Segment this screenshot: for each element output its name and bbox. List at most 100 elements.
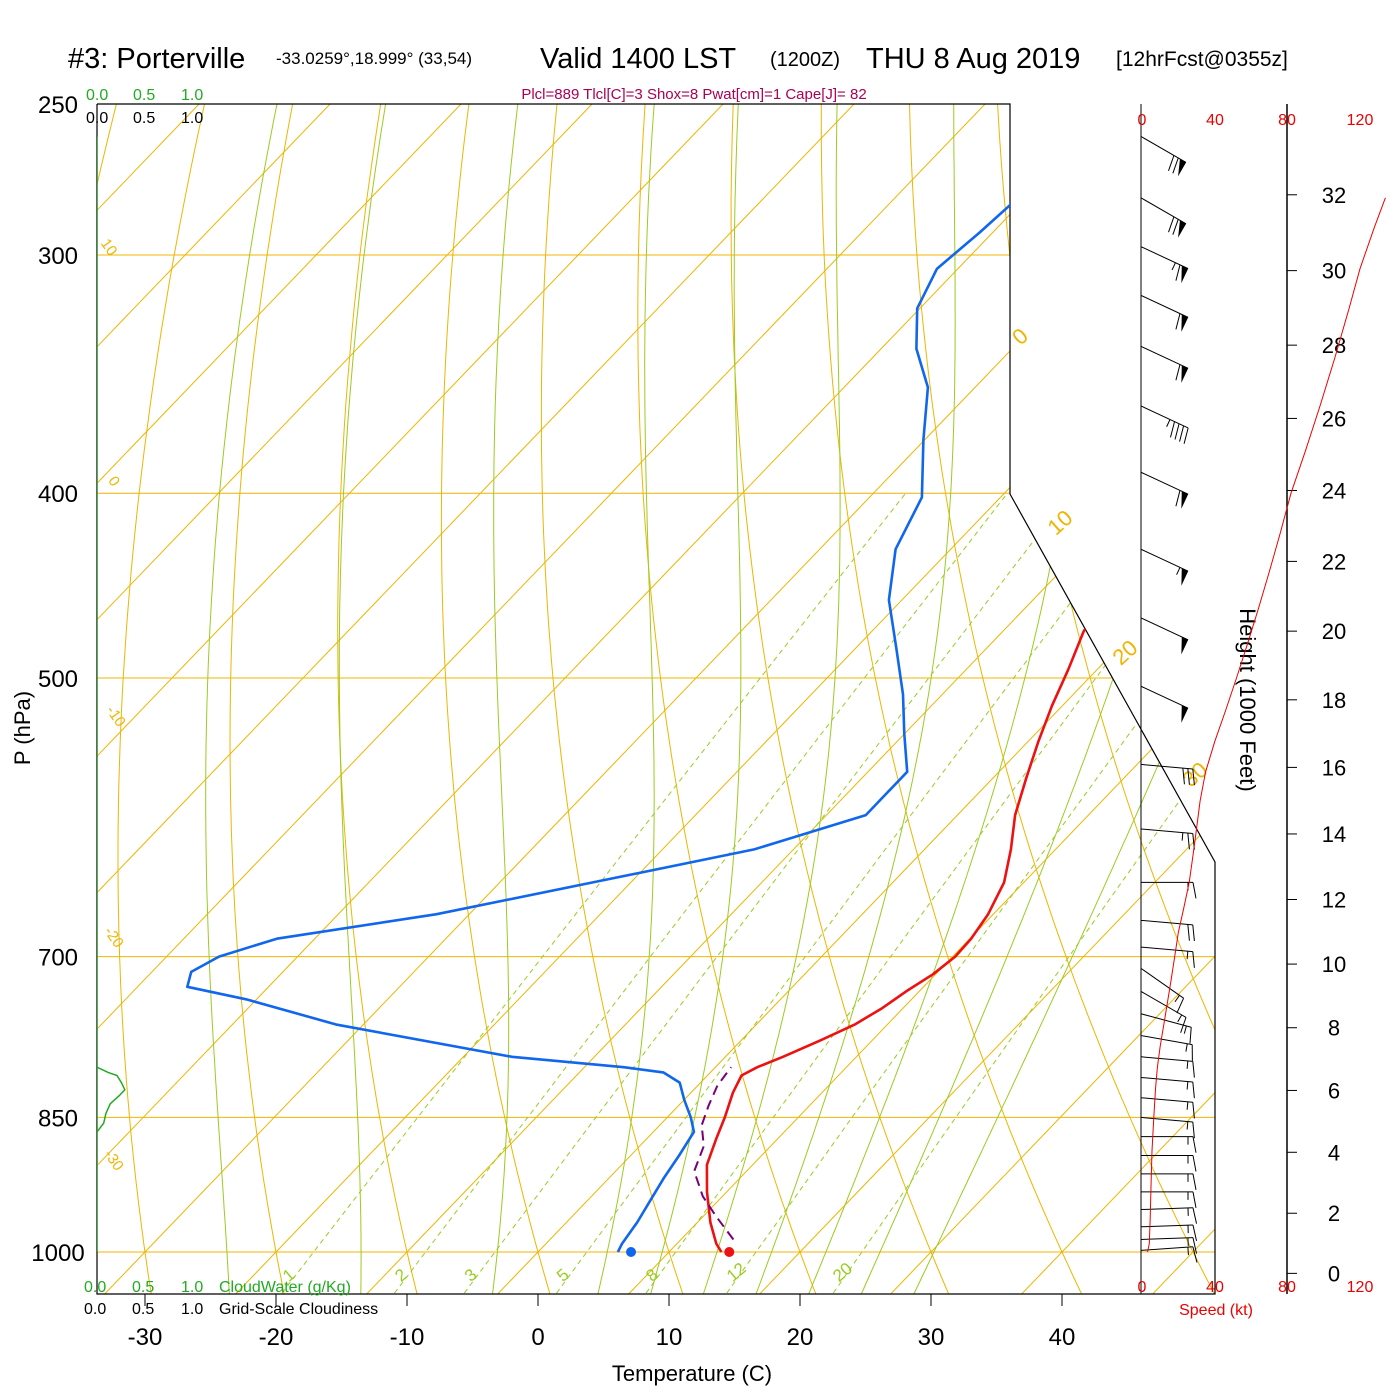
barb-half-flag [1166, 419, 1171, 427]
barb-staff [1140, 405, 1189, 429]
moist-adiabat-32 [910, 104, 1215, 1294]
wind-barb [1140, 1207, 1198, 1224]
wind-barb [1141, 1191, 1197, 1208]
wind-barb [1140, 617, 1189, 655]
height-tick-label: 10 [1322, 952, 1346, 977]
moist-adiabat--20 [205, 104, 320, 1294]
barb-flag [1192, 1173, 1197, 1190]
barb-half-flag [1187, 1247, 1189, 1256]
height-tick-label: 30 [1322, 259, 1346, 284]
height-tick-label: 22 [1322, 549, 1346, 574]
barb-staff [1140, 919, 1193, 926]
barb-flag [1192, 951, 1195, 968]
isotherm-label: 10 [1043, 505, 1078, 540]
pressure-axis-ticks: 250 300 400 500 700 850 1000 [31, 92, 84, 1267]
cloudwater-bottom-0: 0.0 [84, 1279, 106, 1296]
wind-barb [1140, 345, 1189, 383]
temperature-axis-ticks: -30 -20 -10 0 10 20 30 40 [128, 1294, 1076, 1351]
height-tick-label: 2 [1328, 1201, 1340, 1226]
barb-half-flag [1186, 1101, 1189, 1110]
moist-adiabat-16 [700, 104, 846, 1294]
isotherm-label: 0 [1007, 323, 1033, 350]
pressure-tick-label: 400 [38, 481, 78, 508]
pressure-tick-label: 850 [38, 1105, 78, 1132]
height-tick-label: 18 [1322, 688, 1346, 713]
isotherm-20 [753, 104, 1215, 1294]
isotherm-30 [884, 104, 1215, 1294]
moist-adiabat-28 [858, 104, 1215, 1294]
wind-barb [1141, 1154, 1197, 1172]
wind-barb [1140, 548, 1189, 586]
barb-flag [1192, 882, 1197, 899]
wind-barb [1140, 763, 1195, 786]
wind-barb [1140, 471, 1189, 509]
mixing-ratio-20 [827, 492, 1215, 1294]
barb-pennant [1178, 220, 1187, 238]
height-tick-label: 16 [1322, 755, 1346, 780]
barb-staff [1140, 1097, 1193, 1103]
barb-flag [1192, 1224, 1198, 1241]
barb-flag [1192, 1061, 1195, 1078]
cloudiness-bottom-1: 1.0 [181, 1301, 203, 1318]
cloud-scale-top: 0.0 0.5 1.0 0.0 0.5 1.0 [86, 87, 203, 127]
surface-temperature-point [724, 1247, 735, 1257]
barb-flag [1183, 427, 1189, 444]
station-title: #3: Porterville [68, 43, 245, 75]
mixing-ratio-8 [640, 492, 1215, 1294]
barb-flag [1192, 1246, 1198, 1263]
height-tick-label: 32 [1322, 183, 1346, 208]
barb-flag [1175, 313, 1181, 330]
speed-bottom-0: 0 [1138, 1279, 1147, 1296]
mixing-ratio-labels: 1 2 3 5 8 12 20 [279, 1259, 856, 1286]
speed-bottom-80: 80 [1278, 1279, 1296, 1296]
pressure-tick-label: 300 [38, 243, 78, 270]
isotherm--100 [97, 104, 347, 1294]
cloudiness-bottom-0: 0.0 [84, 1301, 106, 1318]
moist-adiabat--10 [338, 104, 422, 1294]
barb-flag [1192, 1191, 1197, 1208]
temperature-tick-label: 40 [1049, 1324, 1076, 1351]
barb-staff [1140, 136, 1187, 163]
cloudiness-top-1: 1.0 [181, 110, 203, 127]
speed-top-40: 40 [1206, 112, 1224, 129]
thermo-grid [97, 104, 1215, 1294]
barb-flag [1192, 1237, 1198, 1254]
stability-indices: Plcl=889 Tlcl[C]=3 Shox=8 Pwat[cm]=1 Cap… [521, 86, 866, 103]
barb-flag [1175, 490, 1181, 507]
barb-staff [1140, 763, 1193, 770]
y-axis-label: P (hPa) [10, 691, 35, 765]
barb-flag [1192, 1207, 1198, 1224]
isotherm-0 [491, 104, 1215, 1294]
wind-barb [1140, 1116, 1195, 1139]
mixing-ratio-label: 20 [829, 1259, 856, 1286]
barb-pennant [1181, 314, 1189, 332]
barb-flag [1168, 155, 1175, 172]
cloudiness-label: Grid-Scale Cloudiness [219, 1301, 378, 1318]
barb-flag [1189, 1027, 1192, 1044]
cloudwater-label: CloudWater (g/Kg) [219, 1279, 351, 1296]
wind-barb [1140, 405, 1189, 444]
speed-top-0: 0 [1138, 112, 1147, 129]
barb-flag [1172, 219, 1179, 235]
isotherm--20 [229, 104, 1215, 1294]
isotherm--70 [97, 104, 740, 1294]
dry-adiabat-40 [820, 104, 1086, 1294]
barb-flag [1175, 264, 1181, 281]
speed-top-120: 120 [1347, 112, 1374, 129]
isotherm--40 [97, 104, 1133, 1294]
cloud-scale-bottom: 0.0 0.5 1.0 CloudWater (g/Kg) 0.0 0.5 1.… [84, 1279, 378, 1318]
isotherm--60 [97, 104, 871, 1294]
sounding-curves [97, 135, 1215, 1257]
barb-half-flag [1186, 1060, 1189, 1069]
surface-dewpoint-point [626, 1247, 637, 1257]
barb-flag [1192, 768, 1195, 786]
isotherm-label: -20 [101, 924, 127, 952]
barb-staff [1140, 1246, 1193, 1251]
cloudwater-top-05: 0.5 [133, 87, 155, 104]
speed-bottom-40: 40 [1206, 1279, 1224, 1296]
height-tick-label: 24 [1322, 479, 1346, 504]
barb-staff [1140, 1013, 1192, 1028]
barb-flag [1187, 768, 1190, 785]
